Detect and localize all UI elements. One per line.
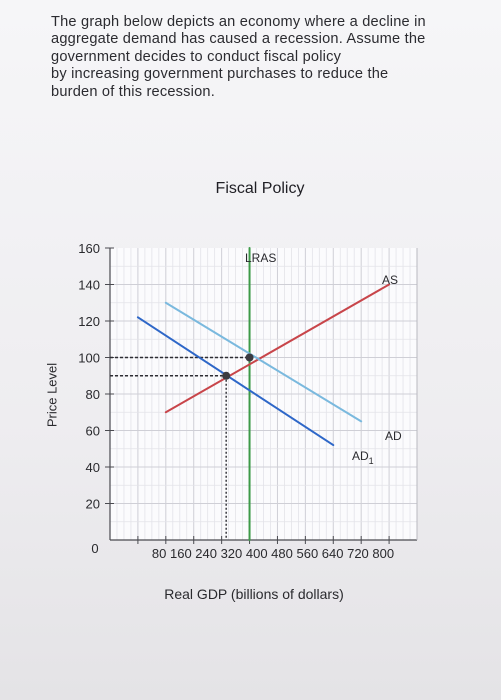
- y-axis-label: Price Level: [44, 362, 60, 428]
- x-axis-label: Real GDP (billions of dollars): [164, 586, 344, 602]
- chart-title: Fiscal Policy: [215, 180, 305, 197]
- question-line: aggregate demand has caused a recession.…: [51, 31, 426, 48]
- curve-label: LRAS: [245, 251, 276, 265]
- question-text: The graph below depicts an economy where…: [51, 14, 481, 101]
- y-tick-label: 140: [78, 278, 100, 293]
- y-tick-label: 120: [78, 314, 100, 329]
- y-tick-label: 20: [86, 497, 100, 512]
- y-tick-label: 40: [86, 460, 100, 475]
- question-line: by increasing government purchases to re…: [51, 66, 389, 83]
- y-tick-label: 60: [86, 424, 100, 439]
- y-tick-label: 160: [78, 241, 100, 256]
- y-tick-label: 0: [91, 541, 98, 556]
- curve-ad1: [136, 316, 335, 447]
- curve-ad: [164, 301, 363, 423]
- question-line: burden of this recession.: [51, 83, 215, 100]
- x-tick-labels: 80 160 240 320 400 480 560 640 720 800: [152, 546, 394, 561]
- curve-as: [164, 283, 391, 414]
- tick-labels: 0 20 40 60 80 100 120 140 160 80 160 240 320 400 …: [78, 241, 394, 561]
- equilibrium-points: [222, 353, 254, 380]
- curve-label: AS: [382, 273, 398, 287]
- question-line: government decides to conduct fiscal pol…: [51, 48, 342, 65]
- equilibrium-point: [222, 371, 231, 380]
- curve-label-subscript: 1: [369, 456, 374, 466]
- chart-grid: [110, 248, 417, 540]
- y-tick-label: 80: [86, 387, 100, 402]
- question-line: The graph below depicts an economy where…: [51, 14, 426, 30]
- y-tick-label: 100: [78, 351, 100, 366]
- curve-label: AD1: [352, 449, 374, 466]
- chart-axes: [105, 247, 418, 544]
- equilibrium-point: [245, 353, 254, 362]
- chart-curves: [136, 247, 391, 541]
- curve-label: AD: [385, 429, 402, 443]
- curve-labels: LRAS AS AD AD1: [245, 251, 402, 466]
